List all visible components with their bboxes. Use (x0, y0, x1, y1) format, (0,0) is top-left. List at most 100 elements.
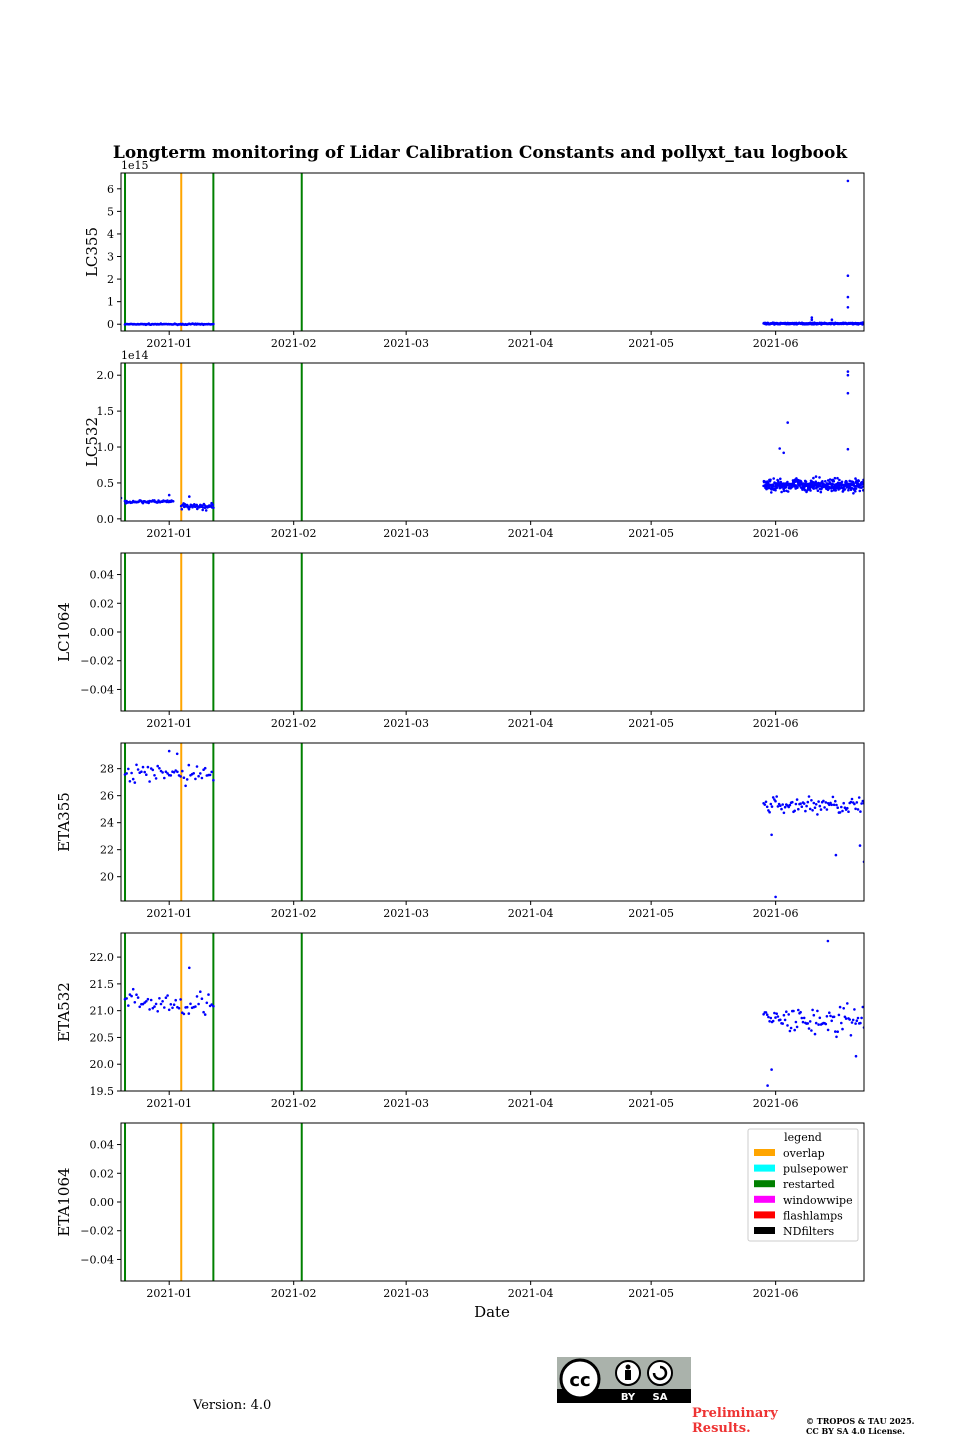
plot-area (123, 743, 864, 901)
axes-frame (120, 552, 865, 712)
data-point (821, 480, 824, 483)
data-point (776, 479, 780, 483)
y-tick-label: 24 (100, 817, 114, 830)
data-point (182, 1012, 186, 1016)
data-point (779, 1018, 782, 1022)
data-point (193, 503, 196, 506)
data-point (834, 799, 837, 803)
data-point (854, 1022, 857, 1025)
data-point (125, 997, 128, 1000)
data-point (861, 1005, 864, 1009)
y-axis-label: ETA532 (55, 982, 73, 1042)
x-tick-label: 2021-04 (508, 907, 554, 920)
y-tick-label: 0.02 (90, 597, 115, 610)
data-point (175, 752, 179, 756)
y-axis-label: LC355 (83, 227, 101, 277)
data-point (806, 1022, 810, 1025)
data-point (171, 500, 175, 503)
data-point (128, 780, 132, 783)
data-point (861, 485, 864, 488)
data-point (846, 370, 850, 373)
data-point (212, 506, 215, 510)
data-point (782, 811, 786, 815)
data-point (787, 1013, 790, 1016)
data-point (814, 1021, 818, 1025)
axis-offset-label: 1e14 (121, 349, 149, 362)
data-point (817, 1023, 820, 1026)
y-tick-label: 5 (107, 205, 114, 218)
data-point (846, 391, 850, 395)
data-point (849, 1034, 853, 1037)
data-point (822, 799, 825, 803)
data-point (184, 784, 187, 788)
data-point (810, 799, 813, 802)
data-point (803, 488, 807, 492)
data-point (172, 1003, 176, 1006)
data-point (211, 503, 215, 507)
data-point (858, 489, 862, 493)
data-point (786, 490, 790, 493)
legend-swatch-windowwipe (754, 1195, 775, 1203)
data-point (806, 800, 810, 804)
copyright-line-1: © TROPOS & TAU 2025. (806, 1416, 915, 1426)
data-point (774, 799, 777, 803)
data-point (850, 1021, 854, 1024)
data-point (179, 775, 182, 778)
data-point (768, 810, 771, 814)
plot-area (124, 1123, 303, 1281)
data-point (785, 1010, 788, 1013)
x-tick-label: 2021-04 (508, 717, 554, 730)
data-point (834, 1030, 837, 1033)
data-point (819, 808, 823, 811)
data-point (830, 489, 833, 493)
data-point (847, 810, 850, 813)
legend-title: legend (784, 1131, 822, 1144)
data-point (797, 1008, 800, 1012)
data-point (133, 1001, 137, 1004)
data-point (127, 1004, 130, 1007)
x-tick-label: 2021-05 (628, 527, 674, 540)
x-tick-label: 2021-04 (508, 337, 554, 350)
y-tick-label: 0.00 (90, 626, 115, 639)
data-point (782, 451, 785, 455)
data-point (841, 1027, 844, 1031)
data-point (801, 1020, 805, 1024)
data-point (848, 1018, 851, 1021)
data-point (185, 778, 189, 781)
x-tick-label: 2021-02 (271, 907, 317, 920)
data-point (166, 772, 169, 775)
data-point (195, 995, 199, 998)
data-point (172, 771, 176, 774)
data-point (859, 1021, 862, 1025)
data-point (800, 1016, 804, 1020)
data-point (764, 1011, 768, 1014)
data-point (156, 1010, 159, 1013)
data-point (831, 795, 835, 799)
data-point (808, 1020, 812, 1023)
data-point (164, 996, 168, 999)
data-point (210, 1003, 213, 1006)
data-point (131, 777, 135, 781)
y-tick-label: 28 (100, 763, 114, 776)
data-point (138, 1005, 141, 1009)
cc-license-badge: cc BY SA (557, 1357, 691, 1403)
data-point (212, 1004, 215, 1008)
data-point (838, 1005, 842, 1009)
data-point (793, 1028, 796, 1032)
data-point (769, 1016, 773, 1020)
data-point (194, 777, 197, 781)
axes-frame (120, 932, 865, 1092)
data-point (825, 808, 829, 811)
data-point (200, 504, 204, 507)
x-tick-label: 2021-02 (271, 1097, 317, 1110)
data-point (201, 508, 204, 512)
data-point (204, 509, 208, 512)
legend-entry-NDfilters: NDfilters (783, 1225, 834, 1238)
x-tick-label: 2021-02 (271, 1287, 317, 1300)
data-point (829, 801, 832, 805)
data-point (188, 495, 191, 498)
data-point (851, 1018, 855, 1022)
data-point (148, 780, 151, 783)
data-point (146, 765, 150, 769)
